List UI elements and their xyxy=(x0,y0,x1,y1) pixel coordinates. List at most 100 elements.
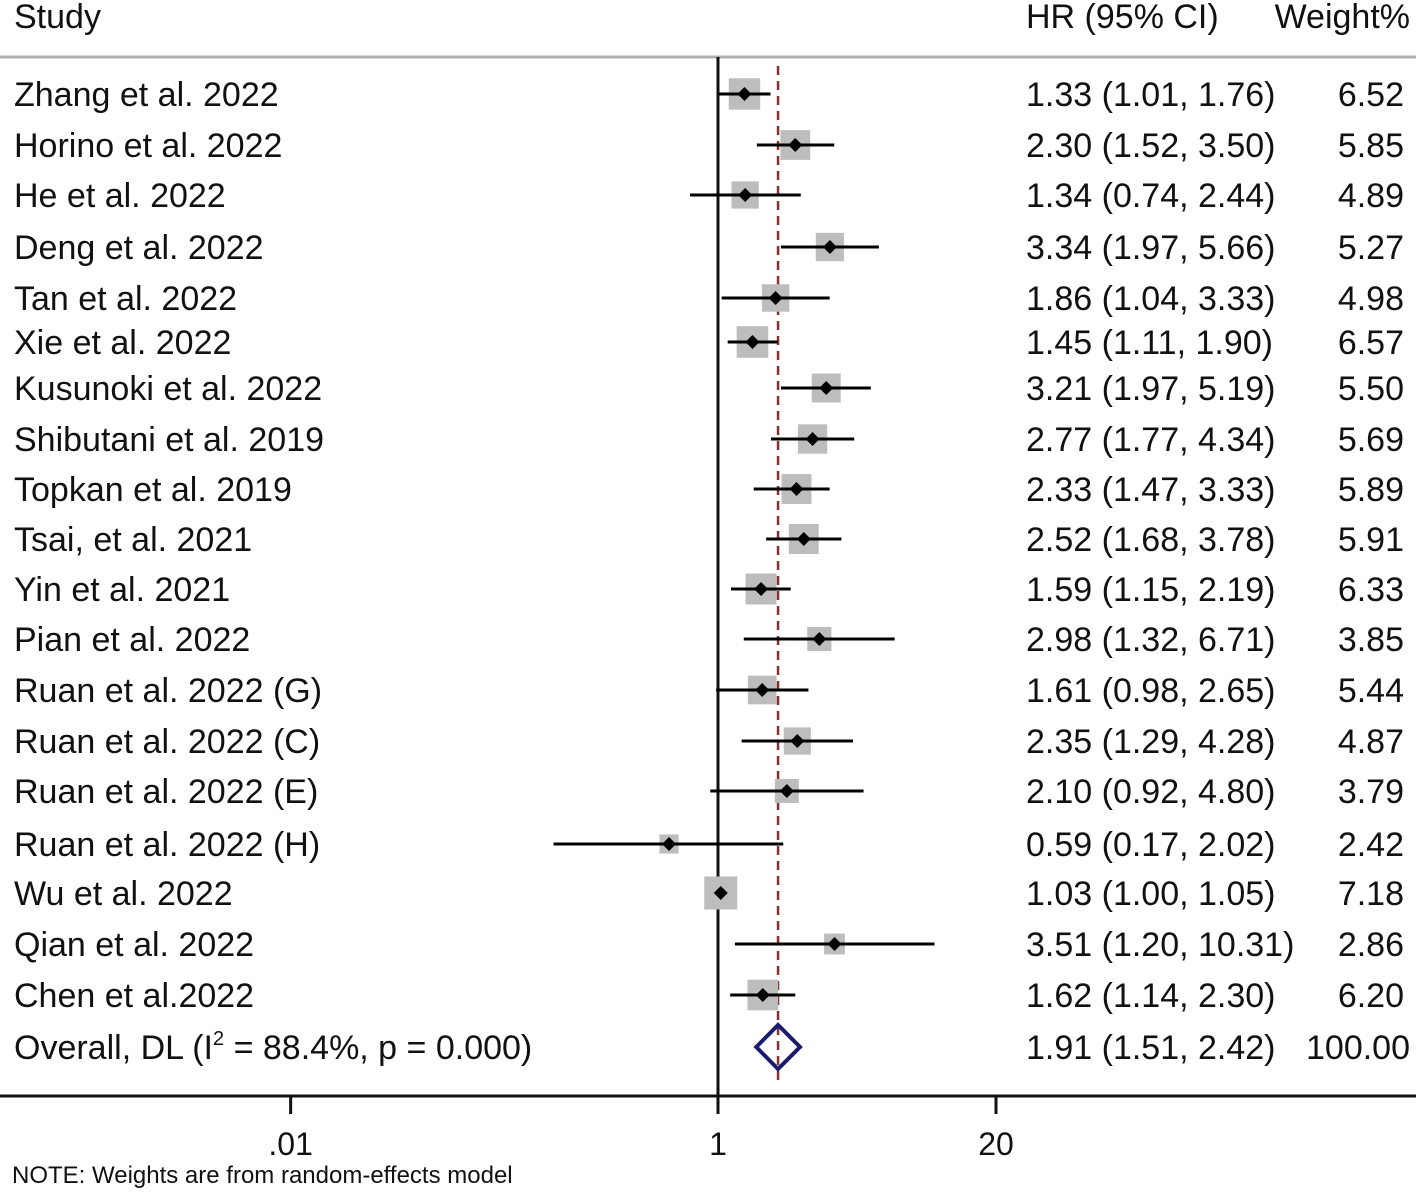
hr-ci-text: 1.34 (0.74, 2.44) xyxy=(1026,177,1276,215)
point-estimate xyxy=(738,188,753,202)
point-estimate xyxy=(812,632,827,646)
study-row: Ruan et al. 2022 (C) 2.35 (1.29, 4.28) 4.8… xyxy=(14,723,1404,761)
study-name: Pian et al. 2022 xyxy=(14,621,250,659)
study-name: Ruan et al. 2022 (E) xyxy=(14,773,318,811)
weight-text: 2.42 xyxy=(1338,826,1404,864)
point-estimate xyxy=(822,240,837,254)
tick-label: 1 xyxy=(709,1126,727,1162)
study-row: Shibutani et al. 2019 2.77 (1.77, 4.34) 5.… xyxy=(14,421,1404,459)
weight-text: 6.33 xyxy=(1338,571,1404,609)
point-estimate xyxy=(768,291,783,305)
study-name: Ruan et al. 2022 (G) xyxy=(14,672,322,710)
x-axis-ticks: .01 1 20 xyxy=(268,1096,1014,1162)
study-row: Zhang et al. 2022 1.33 (1.01, 1.76) 6.52 xyxy=(14,76,1404,114)
study-name: Zhang et al. 2022 xyxy=(14,76,279,114)
weight-text: 5.50 xyxy=(1338,370,1404,408)
study-row: Ruan et al. 2022 (E) 2.10 (0.92, 4.80) 3.7… xyxy=(14,773,1404,811)
hr-ci-text: 0.59 (0.17, 2.02) xyxy=(1026,826,1276,864)
study-rows: Zhang et al. 2022 1.33 (1.01, 1.76) 6.52 Ho… xyxy=(14,76,1404,1015)
point-estimate xyxy=(788,138,803,152)
overall-row: Overall, DL (I2 = 88.4%, p = 0.000) 1.91… xyxy=(14,1022,1410,1072)
hr-ci-text: 2.98 (1.32, 6.71) xyxy=(1026,621,1276,659)
weight-text: 6.57 xyxy=(1338,324,1404,362)
hr-ci-text: 1.62 (1.14, 2.30) xyxy=(1026,977,1276,1015)
weight-text: 5.69 xyxy=(1338,421,1404,459)
study-row: Xie et al. 2022 1.45 (1.11, 1.90) 6.57 xyxy=(14,324,1404,362)
study-row: Tan et al. 2022 1.86 (1.04, 3.33) 4.98 xyxy=(14,280,1404,318)
point-estimate xyxy=(796,532,811,546)
weight-text: 5.85 xyxy=(1338,127,1404,165)
study-row: Topkan et al. 2019 2.33 (1.47, 3.33) 5.89 xyxy=(14,471,1404,509)
study-name: Xie et al. 2022 xyxy=(14,324,231,362)
weight-text: 5.89 xyxy=(1338,471,1404,509)
hr-ci-text: 2.35 (1.29, 4.28) xyxy=(1026,723,1276,761)
weight-text: 4.87 xyxy=(1338,723,1404,761)
study-name: Ruan et al. 2022 (C) xyxy=(14,723,320,761)
point-estimate xyxy=(827,937,842,951)
hr-ci-text: 3.34 (1.97, 5.66) xyxy=(1026,229,1276,267)
study-name: Yin et al. 2021 xyxy=(14,571,230,609)
hr-ci-text: 2.77 (1.77, 4.34) xyxy=(1026,421,1276,459)
weight-text: 3.85 xyxy=(1338,621,1404,659)
study-name: Shibutani et al. 2019 xyxy=(14,421,324,459)
weight-text: 3.79 xyxy=(1338,773,1404,811)
point-estimate xyxy=(754,582,769,596)
study-row: Kusunoki et al. 2022 3.21 (1.97, 5.19) 5.5… xyxy=(14,370,1404,408)
overall-label: Overall, DL (I2 = 88.4%, p = 0.000) xyxy=(14,1028,532,1067)
header-study: Study xyxy=(14,0,101,36)
point-estimate xyxy=(779,784,794,798)
tick-label: 20 xyxy=(978,1126,1014,1162)
study-name: He et al. 2022 xyxy=(14,177,226,215)
point-estimate xyxy=(662,837,677,851)
study-row: Horino et al. 2022 2.30 (1.52, 3.50) 5.85 xyxy=(14,127,1404,165)
point-estimate xyxy=(805,432,820,446)
hr-ci-text: 2.10 (0.92, 4.80) xyxy=(1026,773,1276,811)
weights-note: NOTE: Weights are from random-effects mo… xyxy=(12,1162,513,1189)
study-row: Wu et al. 2022 1.03 (1.00, 1.05) 7.18 xyxy=(14,875,1404,913)
point-estimate xyxy=(713,886,728,900)
hr-ci-text: 1.03 (1.00, 1.05) xyxy=(1026,875,1276,913)
study-row: Ruan et al. 2022 (G) 1.61 (0.98, 2.65) 5.4… xyxy=(14,672,1404,710)
overall-diamond xyxy=(753,1022,803,1072)
point-estimate xyxy=(819,381,834,395)
study-row: Yin et al. 2021 1.59 (1.15, 2.19) 6.33 xyxy=(14,571,1404,609)
study-row: He et al. 2022 1.34 (0.74, 2.44) 4.89 xyxy=(14,177,1404,215)
study-name: Qian et al. 2022 xyxy=(14,926,254,964)
study-row: Deng et al. 2022 3.34 (1.97, 5.66) 5.27 xyxy=(14,229,1404,267)
point-estimate xyxy=(755,683,770,697)
point-estimate xyxy=(745,335,760,349)
weight-text: 5.44 xyxy=(1338,672,1404,710)
weight-text: 6.52 xyxy=(1338,76,1404,114)
study-name: Topkan et al. 2019 xyxy=(14,471,292,509)
hr-ci-text: 2.52 (1.68, 3.78) xyxy=(1026,521,1276,559)
weight-text: 4.98 xyxy=(1338,280,1404,318)
weight-text: 2.86 xyxy=(1338,926,1404,964)
overall-weight-text: 100.00 xyxy=(1306,1029,1410,1067)
point-estimate xyxy=(790,734,805,748)
study-row: Tsai, et al. 2021 2.52 (1.68, 3.78) 5.91 xyxy=(14,521,1404,559)
overall-hr-text: 1.91 (1.51, 2.42) xyxy=(1026,1029,1276,1067)
weight-text: 5.27 xyxy=(1338,229,1404,267)
weight-text: 7.18 xyxy=(1338,875,1404,913)
point-estimate xyxy=(789,482,804,496)
weight-text: 6.20 xyxy=(1338,977,1404,1015)
study-name: Chen et al.2022 xyxy=(14,977,254,1015)
study-name: Ruan et al. 2022 (H) xyxy=(14,826,320,864)
study-name: Deng et al. 2022 xyxy=(14,229,264,267)
hr-ci-text: 1.45 (1.11, 1.90) xyxy=(1026,324,1273,362)
study-row: Pian et al. 2022 2.98 (1.32, 6.71) 3.85 xyxy=(14,621,1404,659)
weight-text: 4.89 xyxy=(1338,177,1404,215)
hr-ci-text: 1.86 (1.04, 3.33) xyxy=(1026,280,1276,318)
study-name: Horino et al. 2022 xyxy=(14,127,282,165)
study-row: Qian et al. 2022 3.51 (1.20, 10.31) 2.86 xyxy=(14,926,1404,964)
study-name: Tan et al. 2022 xyxy=(14,280,237,318)
study-row: Ruan et al. 2022 (H) 0.59 (0.17, 2.02) 2.4… xyxy=(14,826,1404,864)
tick-label: .01 xyxy=(268,1126,312,1162)
hr-ci-text: 1.33 (1.01, 1.76) xyxy=(1026,76,1276,114)
point-estimate xyxy=(737,87,752,101)
hr-ci-text: 3.51 (1.20, 10.31) xyxy=(1026,926,1294,964)
study-name: Wu et al. 2022 xyxy=(14,875,233,913)
hr-ci-text: 2.30 (1.52, 3.50) xyxy=(1026,127,1276,165)
hr-ci-text: 2.33 (1.47, 3.33) xyxy=(1026,471,1276,509)
